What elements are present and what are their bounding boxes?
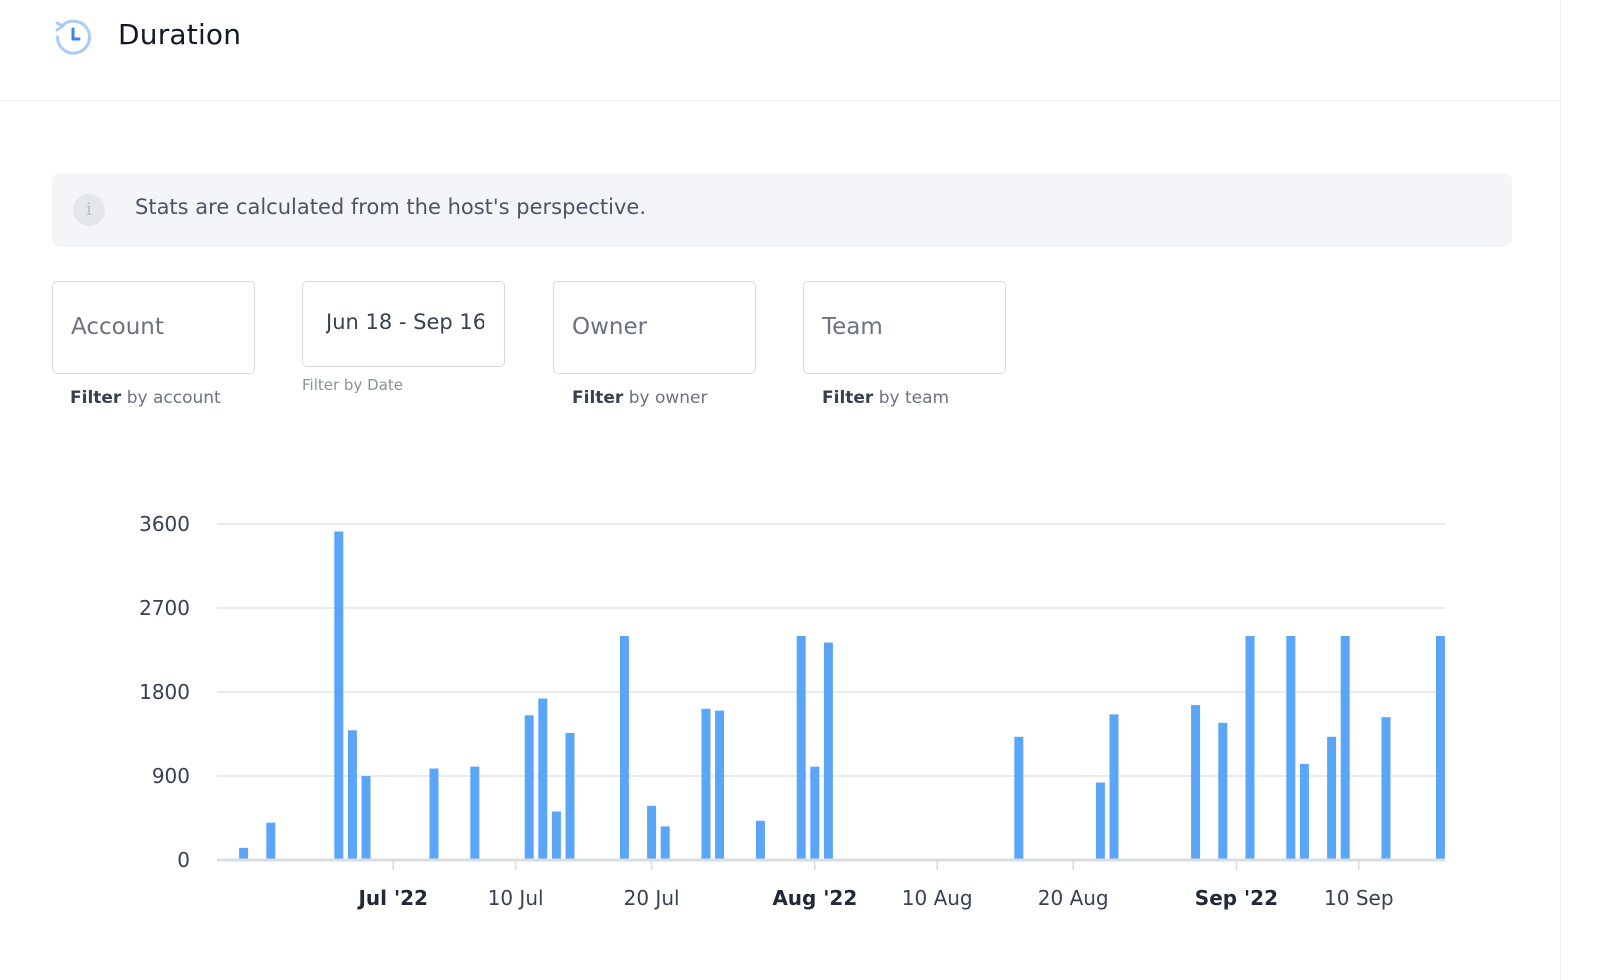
chart-bar	[1299, 763, 1309, 859]
chart-bar	[524, 715, 534, 859]
x-tick-label: Sep '22	[1195, 886, 1278, 910]
chart-bar	[1286, 636, 1296, 859]
account-filter-input[interactable]: Account	[52, 281, 255, 374]
x-tick-label: 20 Aug	[1038, 886, 1109, 910]
chart-bar	[1218, 722, 1228, 859]
x-tick-label: 10 Sep	[1324, 886, 1394, 910]
chart-bar	[619, 636, 629, 859]
right-divider	[1560, 0, 1561, 980]
chart-bar	[660, 826, 670, 859]
chart-bar	[701, 708, 711, 859]
account-filter-placeholder: Account	[71, 314, 164, 340]
chart-bar	[429, 768, 439, 859]
owner-filter-help-bold: Filter	[572, 388, 624, 408]
date-range-value: Jun 18 - Sep 16	[326, 310, 484, 334]
chart-bar	[1109, 714, 1119, 859]
chart-bar	[823, 642, 833, 859]
chart-bar	[1340, 636, 1350, 859]
chart-bar	[1245, 636, 1255, 859]
team-filter-placeholder: Team	[822, 314, 883, 340]
chart-bar	[1327, 736, 1337, 859]
y-tick-label: 2700	[139, 596, 190, 620]
chart-bar	[470, 766, 480, 859]
date-range-picker[interactable]: Jun 18 - Sep 16	[302, 281, 505, 367]
chart-bar	[538, 698, 548, 859]
chart-bar	[755, 820, 765, 859]
chart-bar	[565, 733, 575, 859]
history-clock-icon	[55, 19, 91, 55]
y-tick-label: 3600	[139, 512, 190, 536]
y-tick-label: 900	[152, 764, 190, 788]
chart-bar	[1435, 636, 1445, 859]
owner-filter-input[interactable]: Owner	[553, 281, 756, 374]
y-tick-label: 0	[177, 848, 190, 872]
date-filter-help: Filter by Date	[302, 376, 403, 394]
account-filter-help: Filter by account	[70, 388, 221, 408]
chart-bar	[810, 766, 820, 859]
chart-bar	[334, 531, 344, 859]
chart-bar	[1381, 717, 1391, 859]
chart-bar	[551, 811, 561, 859]
info-banner-text: Stats are calculated from the host's per…	[135, 195, 647, 219]
chart-bar	[715, 710, 725, 859]
team-filter-help-rest: by team	[873, 388, 950, 408]
owner-filter-help-rest: by owner	[623, 388, 708, 408]
chart-bar	[239, 847, 249, 859]
x-tick-label: Aug '22	[772, 886, 857, 910]
owner-filter-placeholder: Owner	[572, 314, 648, 340]
page-title: Duration	[118, 18, 242, 51]
team-filter-help: Filter by team	[822, 388, 949, 408]
info-icon: i	[73, 194, 105, 226]
x-tick-label: 20 Jul	[624, 886, 680, 910]
y-tick-label: 1800	[139, 680, 190, 704]
chart-bar	[347, 730, 357, 859]
chart-bar	[266, 822, 276, 859]
x-tick-label: 10 Jul	[488, 886, 544, 910]
x-tick-label: 10 Aug	[902, 886, 973, 910]
info-banner: i Stats are calculated from the host's p…	[52, 173, 1512, 247]
chart-bar	[1014, 736, 1024, 859]
x-tick-label: Jul '22	[356, 886, 427, 910]
owner-filter-help: Filter by owner	[572, 388, 708, 408]
chart-bar	[647, 805, 657, 859]
account-filter-help-bold: Filter	[70, 388, 122, 408]
team-filter-input[interactable]: Team	[803, 281, 1006, 374]
chart-bar	[1095, 782, 1105, 859]
chart-bar	[1191, 705, 1201, 859]
team-filter-help-bold: Filter	[822, 388, 874, 408]
duration-bar-chart: 0 900 1800 2700 3600 Jul '22 10 Jul 20 Jul Aug '…	[139, 512, 1445, 910]
page-header: Duration	[0, 0, 1560, 101]
chart-bar	[796, 636, 806, 859]
chart-bar	[361, 776, 371, 859]
account-filter-help-rest: by account	[121, 388, 221, 408]
